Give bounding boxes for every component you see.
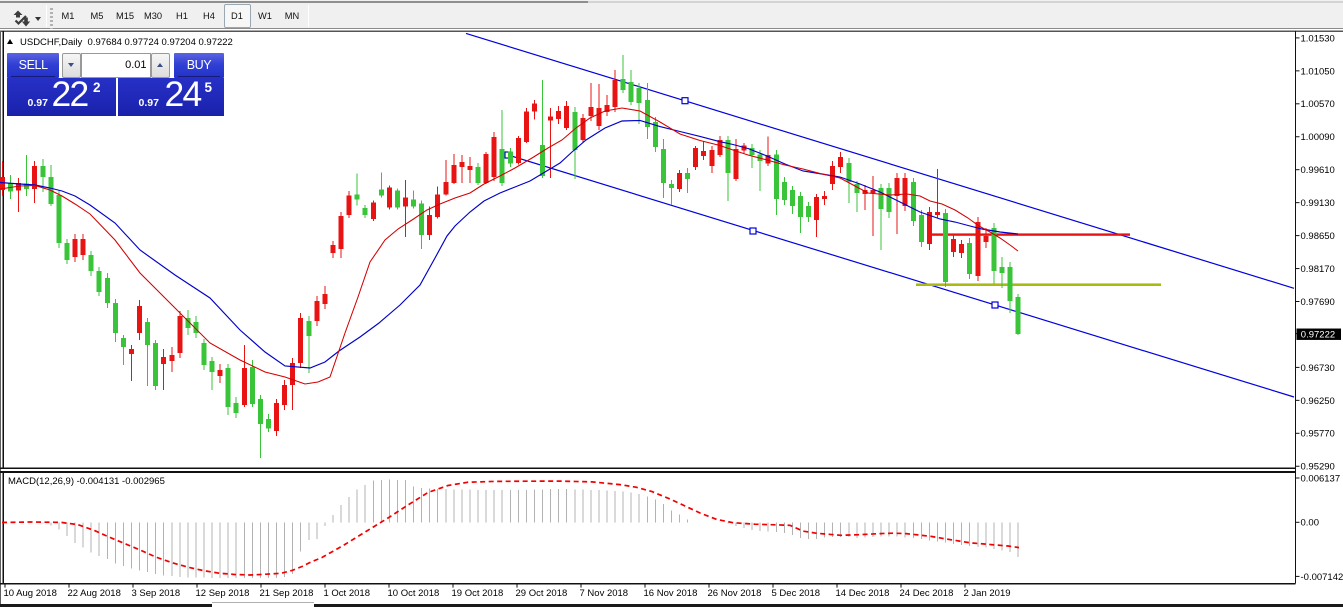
- svg-text:21 Sep 2018: 21 Sep 2018: [260, 588, 314, 599]
- svg-text:5 Dec 2018: 5 Dec 2018: [772, 588, 821, 599]
- svg-text:0.96250: 0.96250: [1301, 396, 1335, 407]
- svg-text:0.99130: 0.99130: [1301, 198, 1335, 209]
- svg-text:0.95290: 0.95290: [1301, 462, 1335, 473]
- svg-text:10 Oct 2018: 10 Oct 2018: [388, 588, 440, 599]
- svg-text:0.98170: 0.98170: [1301, 264, 1335, 275]
- svg-text:1 Oct 2018: 1 Oct 2018: [324, 588, 370, 599]
- svg-text:0.96730: 0.96730: [1301, 363, 1335, 374]
- svg-text:7 Nov 2018: 7 Nov 2018: [580, 588, 629, 599]
- svg-text:24 Dec 2018: 24 Dec 2018: [900, 588, 954, 599]
- svg-text:0.99610: 0.99610: [1301, 165, 1335, 176]
- svg-text:16 Nov 2018: 16 Nov 2018: [644, 588, 698, 599]
- svg-text:22 Aug 2018: 22 Aug 2018: [68, 588, 121, 599]
- svg-text:14 Dec 2018: 14 Dec 2018: [836, 588, 890, 599]
- svg-text:0.97690: 0.97690: [1301, 297, 1335, 308]
- svg-text:0.98650: 0.98650: [1301, 231, 1335, 242]
- svg-text:0.006137: 0.006137: [1301, 473, 1341, 484]
- svg-text:19 Oct 2018: 19 Oct 2018: [452, 588, 504, 599]
- svg-text:29 Oct 2018: 29 Oct 2018: [516, 588, 568, 599]
- svg-text:1.00090: 1.00090: [1301, 132, 1335, 143]
- svg-text:1.01530: 1.01530: [1301, 33, 1335, 44]
- svg-text:26 Nov 2018: 26 Nov 2018: [708, 588, 762, 599]
- svg-text:10 Aug 2018: 10 Aug 2018: [4, 588, 57, 599]
- svg-text:MACD(12,26,9) -0.004131 -0.002: MACD(12,26,9) -0.004131 -0.002965: [8, 476, 165, 487]
- svg-text:0.00: 0.00: [1301, 518, 1320, 529]
- svg-text:1.01050: 1.01050: [1301, 66, 1335, 77]
- svg-text:2 Jan 2019: 2 Jan 2019: [964, 588, 1011, 599]
- svg-text:-0.007142: -0.007142: [1301, 572, 1343, 583]
- svg-text:0.95770: 0.95770: [1301, 429, 1335, 440]
- svg-text:1.00570: 1.00570: [1301, 99, 1335, 110]
- svg-text:12 Sep 2018: 12 Sep 2018: [196, 588, 250, 599]
- svg-text:3 Sep 2018: 3 Sep 2018: [132, 588, 181, 599]
- svg-text:0.97222: 0.97222: [1301, 330, 1335, 341]
